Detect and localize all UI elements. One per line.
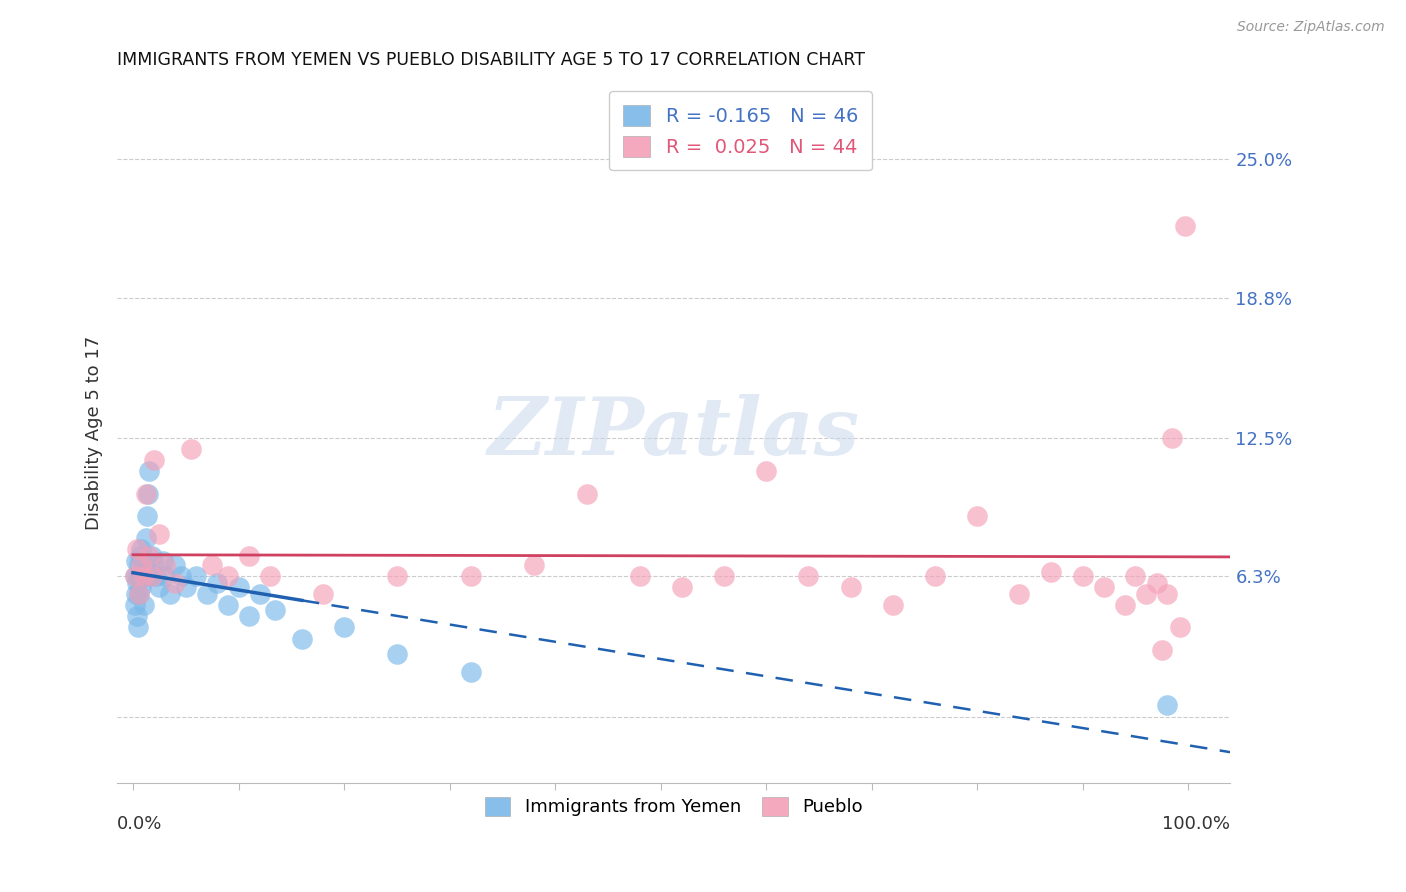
Point: [132, 569, 155, 583]
Point: [127, 609, 149, 624]
Point: [131, 569, 153, 583]
Point: [143, 453, 166, 467]
Point: [124, 598, 146, 612]
Point: [186, 569, 208, 583]
Point: [135, 486, 157, 500]
Point: [291, 632, 314, 646]
Point: [523, 558, 546, 572]
Point: [1071, 569, 1094, 583]
Point: [132, 558, 155, 572]
Point: [882, 598, 904, 612]
Point: [1092, 580, 1115, 594]
Y-axis label: Disability Age 5 to 17: Disability Age 5 to 17: [86, 335, 103, 530]
Point: [217, 598, 239, 612]
Point: [132, 598, 155, 612]
Point: [165, 575, 187, 590]
Point: [143, 558, 166, 572]
Point: [153, 558, 176, 572]
Point: [129, 549, 152, 563]
Point: [201, 558, 224, 572]
Point: [713, 569, 735, 583]
Point: [128, 587, 150, 601]
Point: [148, 580, 170, 594]
Point: [671, 580, 693, 594]
Point: [238, 609, 260, 624]
Point: [128, 558, 150, 572]
Point: [174, 580, 197, 594]
Point: [125, 587, 148, 601]
Point: [1156, 587, 1178, 601]
Point: [159, 587, 181, 601]
Point: [131, 580, 153, 594]
Point: [460, 665, 482, 679]
Point: [131, 542, 153, 557]
Point: [141, 569, 163, 583]
Point: [125, 553, 148, 567]
Point: [134, 569, 156, 583]
Point: [1174, 219, 1197, 234]
Point: [249, 587, 271, 601]
Text: Source: ZipAtlas.com: Source: ZipAtlas.com: [1237, 20, 1385, 34]
Point: [575, 486, 598, 500]
Point: [153, 569, 176, 583]
Text: ZIPatlas: ZIPatlas: [488, 393, 860, 471]
Point: [1008, 587, 1031, 601]
Point: [1150, 642, 1173, 657]
Point: [127, 542, 149, 557]
Point: [148, 526, 170, 541]
Point: [152, 553, 174, 567]
Point: [135, 531, 157, 545]
Point: [264, 602, 287, 616]
Point: [238, 549, 260, 563]
Point: [124, 569, 146, 583]
Point: [180, 442, 202, 457]
Point: [1168, 620, 1191, 634]
Point: [385, 569, 408, 583]
Point: [1114, 598, 1136, 612]
Point: [135, 508, 157, 523]
Point: [169, 569, 191, 583]
Point: [139, 569, 162, 583]
Point: [312, 587, 335, 601]
Point: [131, 558, 153, 572]
Point: [1135, 587, 1157, 601]
Point: [165, 558, 187, 572]
Point: [127, 569, 149, 583]
Point: [141, 549, 163, 563]
Point: [127, 620, 149, 634]
Point: [385, 647, 408, 661]
Point: [217, 569, 239, 583]
Point: [259, 569, 281, 583]
Text: 0.0%: 0.0%: [117, 815, 163, 833]
Point: [839, 580, 862, 594]
Point: [207, 575, 229, 590]
Point: [228, 580, 250, 594]
Point: [755, 465, 778, 479]
Point: [195, 587, 218, 601]
Point: [138, 465, 160, 479]
Point: [1125, 569, 1147, 583]
Point: [1156, 698, 1178, 713]
Legend: Immigrants from Yemen, Pueblo: Immigrants from Yemen, Pueblo: [478, 789, 870, 823]
Point: [628, 569, 651, 583]
Point: [333, 620, 356, 634]
Point: [138, 549, 160, 563]
Point: [797, 569, 820, 583]
Text: IMMIGRANTS FROM YEMEN VS PUEBLO DISABILITY AGE 5 TO 17 CORRELATION CHART: IMMIGRANTS FROM YEMEN VS PUEBLO DISABILI…: [117, 51, 865, 69]
Point: [1146, 575, 1168, 590]
Point: [124, 569, 146, 583]
Point: [924, 569, 946, 583]
Point: [136, 486, 159, 500]
Point: [966, 508, 988, 523]
Point: [1161, 431, 1184, 445]
Point: [1040, 565, 1063, 579]
Point: [128, 587, 150, 601]
Point: [127, 575, 149, 590]
Text: 100.0%: 100.0%: [1163, 815, 1230, 833]
Point: [460, 569, 482, 583]
Point: [145, 569, 167, 583]
Point: [129, 569, 152, 583]
